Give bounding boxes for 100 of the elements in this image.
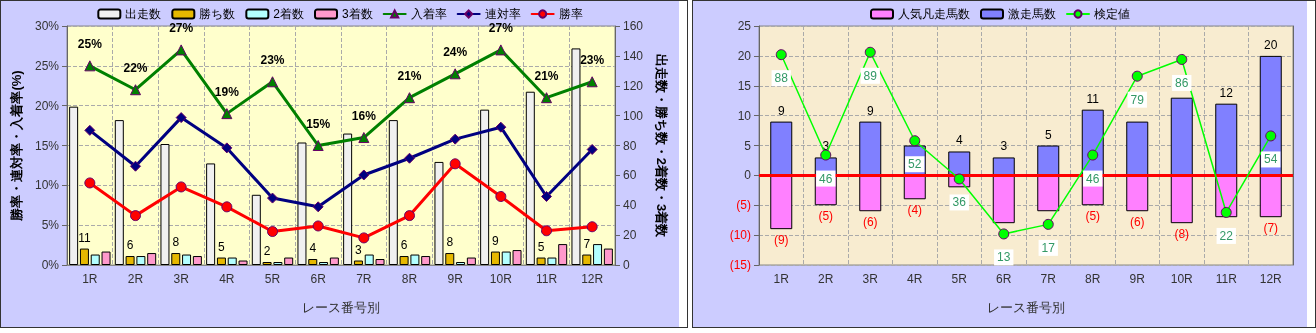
data-label: (7) xyxy=(1263,221,1279,236)
bar xyxy=(948,151,971,176)
data-label: 46 xyxy=(1086,171,1100,186)
x-tick-label: 5R xyxy=(951,272,968,286)
y-tick-label: 20 xyxy=(737,48,752,63)
y2-tick-label: 20 xyxy=(623,228,637,243)
data-label: 9 xyxy=(777,103,785,118)
data-label: 15% xyxy=(306,117,331,131)
data-label: 27% xyxy=(488,21,514,36)
x-tick-label: 2R xyxy=(818,272,834,286)
data-label: 3 xyxy=(1000,139,1008,154)
data-label: 13 xyxy=(997,250,1011,265)
y2-tick-label: 140 xyxy=(623,48,644,63)
bar xyxy=(490,251,500,265)
point xyxy=(358,132,370,144)
data-label: 8 xyxy=(446,235,454,250)
point xyxy=(541,225,552,237)
data-label: 6 xyxy=(126,238,134,253)
bar xyxy=(353,260,363,265)
x-tick-label: 11R xyxy=(535,272,558,286)
bar xyxy=(593,244,603,265)
point xyxy=(175,44,187,56)
data-label: (9) xyxy=(773,233,789,248)
point xyxy=(358,232,370,244)
bar xyxy=(770,121,793,176)
y-tick-label: 15 xyxy=(737,78,752,93)
y-tick-label: 10 xyxy=(737,108,752,123)
bar xyxy=(859,175,882,212)
point xyxy=(1131,70,1143,82)
legend-label: 入着率 xyxy=(410,7,447,21)
x-tick-label: 10R xyxy=(1170,272,1194,286)
data-label: 24% xyxy=(443,45,468,60)
y-tick-label: 25 xyxy=(737,19,752,33)
data-label: 21% xyxy=(397,69,422,84)
point xyxy=(267,226,278,238)
point xyxy=(175,112,187,124)
data-label: 3 xyxy=(355,242,363,257)
point xyxy=(84,124,96,136)
bar xyxy=(192,256,202,265)
y2-tick-label: 100 xyxy=(623,108,644,123)
bar xyxy=(79,248,89,265)
point xyxy=(953,173,965,185)
bar xyxy=(770,175,793,230)
data-label: 36 xyxy=(952,195,967,210)
data-label: 88 xyxy=(774,71,789,86)
x-tick-label: 6R xyxy=(996,272,1012,286)
bar xyxy=(343,133,353,265)
data-label: 17 xyxy=(1041,240,1056,255)
y-tick-label: 25% xyxy=(34,58,60,73)
point xyxy=(541,92,552,104)
point xyxy=(404,92,415,104)
point xyxy=(358,169,370,181)
point xyxy=(267,76,278,88)
y-tick-label: 10% xyxy=(34,178,60,193)
data-label: 52 xyxy=(908,157,922,172)
y-tick-label: (5) xyxy=(736,198,751,213)
point xyxy=(404,210,415,222)
legend-label: 出走数 xyxy=(125,7,162,21)
bar xyxy=(1037,175,1060,212)
x-tick-label: 3R xyxy=(173,272,190,286)
x-tick-label: 5R xyxy=(264,272,281,286)
y2-tick-label: 160 xyxy=(623,19,644,33)
point xyxy=(130,160,141,172)
data-label: 46 xyxy=(819,171,833,186)
point xyxy=(175,181,187,193)
data-label: 4 xyxy=(955,133,963,148)
x-tick-label: 12R xyxy=(1259,272,1283,286)
y-tick-label: 30% xyxy=(34,19,60,33)
data-label: 22 xyxy=(1219,228,1234,243)
data-label: 5 xyxy=(1044,127,1052,142)
x-tick-label: 7R xyxy=(1040,272,1057,286)
point xyxy=(1087,149,1099,161)
x-tick-label: 7R xyxy=(356,272,372,286)
legend-label: 3着数 xyxy=(342,7,373,21)
data-label: 79 xyxy=(1130,92,1145,107)
point xyxy=(1265,130,1277,142)
x-axis-title: レース番号別 xyxy=(302,300,380,315)
bar xyxy=(1215,103,1238,176)
point xyxy=(586,221,598,233)
point xyxy=(404,152,415,164)
bar xyxy=(1170,175,1193,224)
data-label: 11 xyxy=(78,230,91,245)
y-tick-label: 5 xyxy=(744,138,752,153)
point xyxy=(1220,206,1232,218)
x-tick-label: 9R xyxy=(447,272,464,286)
data-label: (5) xyxy=(1085,209,1101,224)
data-label: 11 xyxy=(1086,91,1100,106)
bar xyxy=(603,248,613,265)
point xyxy=(84,60,96,72)
point xyxy=(998,228,1010,240)
x-tick-label: 12R xyxy=(581,272,604,286)
x-tick-label: 11R xyxy=(1215,272,1238,286)
point xyxy=(586,143,598,155)
point xyxy=(449,68,461,80)
legend-label: 2着数 xyxy=(273,7,305,21)
bar xyxy=(216,257,226,265)
x-tick-label: 2R xyxy=(127,272,144,286)
data-label: 19% xyxy=(214,85,240,100)
data-label: 4 xyxy=(309,241,317,256)
legend-label: 連対率 xyxy=(484,7,521,21)
